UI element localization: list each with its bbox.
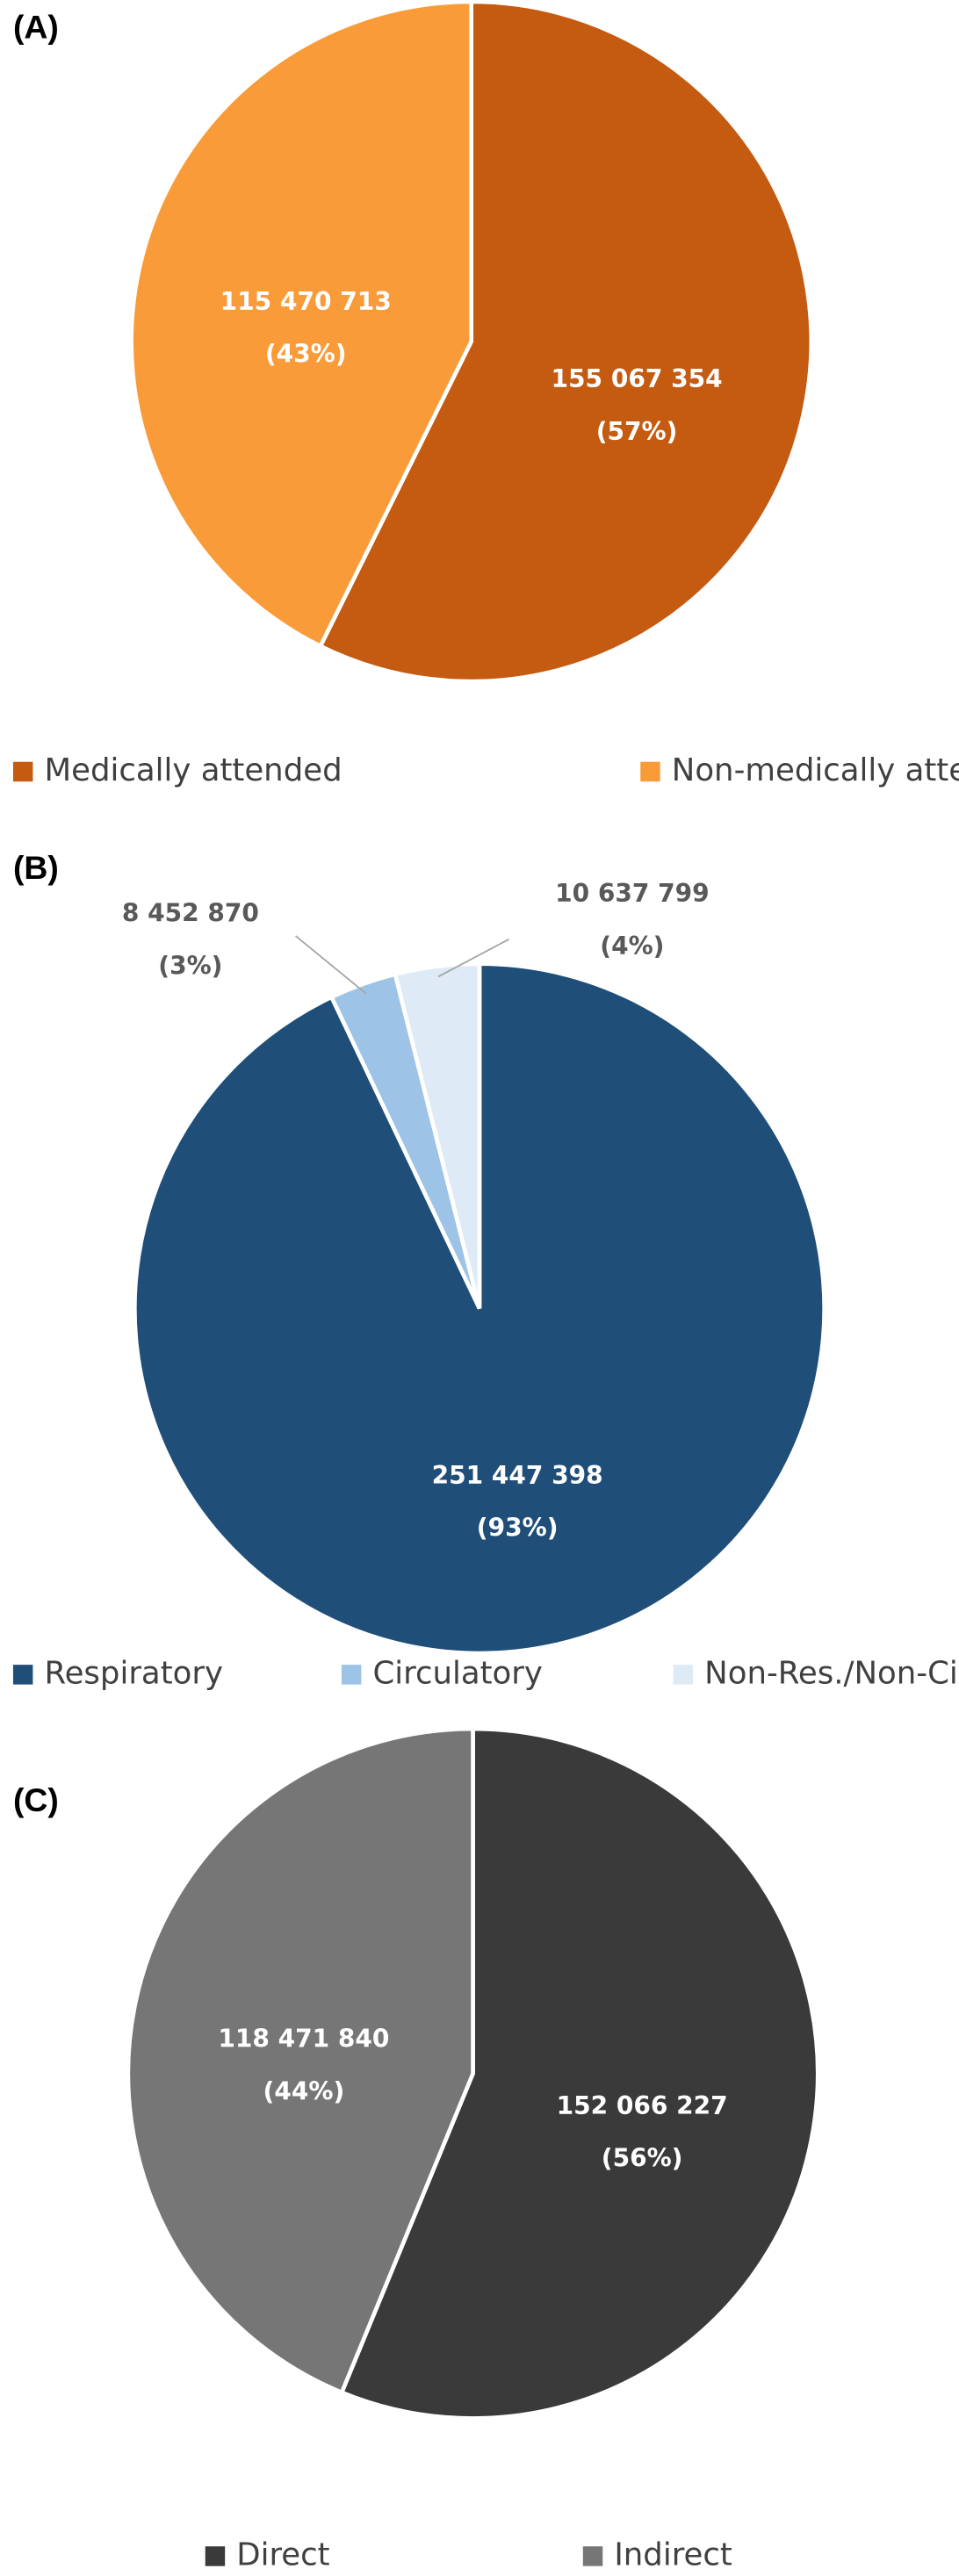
pie-slice (393, 961, 482, 1309)
value-label: 115 470 713 (220, 287, 392, 316)
value-label: 155 067 354 (552, 364, 723, 393)
value-label: 10 637 799 (555, 879, 710, 908)
percent-label: (56%) (602, 2144, 683, 2173)
panel-label: (B) (13, 849, 59, 886)
pie-slice (317, 0, 813, 684)
pie-slice (339, 1726, 820, 2421)
pie-slice (129, 0, 473, 650)
legend-swatch (673, 1665, 694, 1685)
value-label: 152 066 227 (557, 2091, 728, 2120)
percent-label: (3%) (158, 951, 222, 980)
legend-swatch (205, 2546, 226, 2566)
percent-label: (43%) (265, 340, 347, 369)
value-label: 8 452 870 (122, 899, 259, 928)
legend-label: Indirect (614, 2536, 732, 2572)
leader-line (437, 938, 510, 978)
legend-label: Medically attended (44, 752, 342, 788)
legend-swatch (12, 1665, 33, 1685)
legend-swatch (12, 761, 33, 782)
percent-label: (44%) (263, 2077, 345, 2106)
value-label: 118 471 840 (218, 2025, 389, 2054)
legend-swatch (341, 1665, 362, 1685)
legend-label: Circulatory (372, 1655, 542, 1691)
pie-slice (126, 1726, 475, 2395)
legend-label: Respiratory (44, 1655, 223, 1691)
panel-label: (A) (13, 9, 59, 46)
value-label: 251 447 398 (432, 1461, 603, 1490)
legend-swatch (582, 2546, 603, 2566)
legend-label: Direct (236, 2536, 329, 2572)
legend-swatch (640, 761, 660, 782)
leader-line (294, 935, 367, 995)
legend-label: Non-medically attended (672, 752, 959, 788)
panel-label: (C) (13, 1781, 59, 1818)
legend-label: Non-Res./Non-Cir. (704, 1655, 959, 1691)
percent-label: (93%) (477, 1514, 559, 1543)
percent-label: (57%) (596, 417, 678, 446)
percent-label: (4%) (600, 932, 664, 961)
